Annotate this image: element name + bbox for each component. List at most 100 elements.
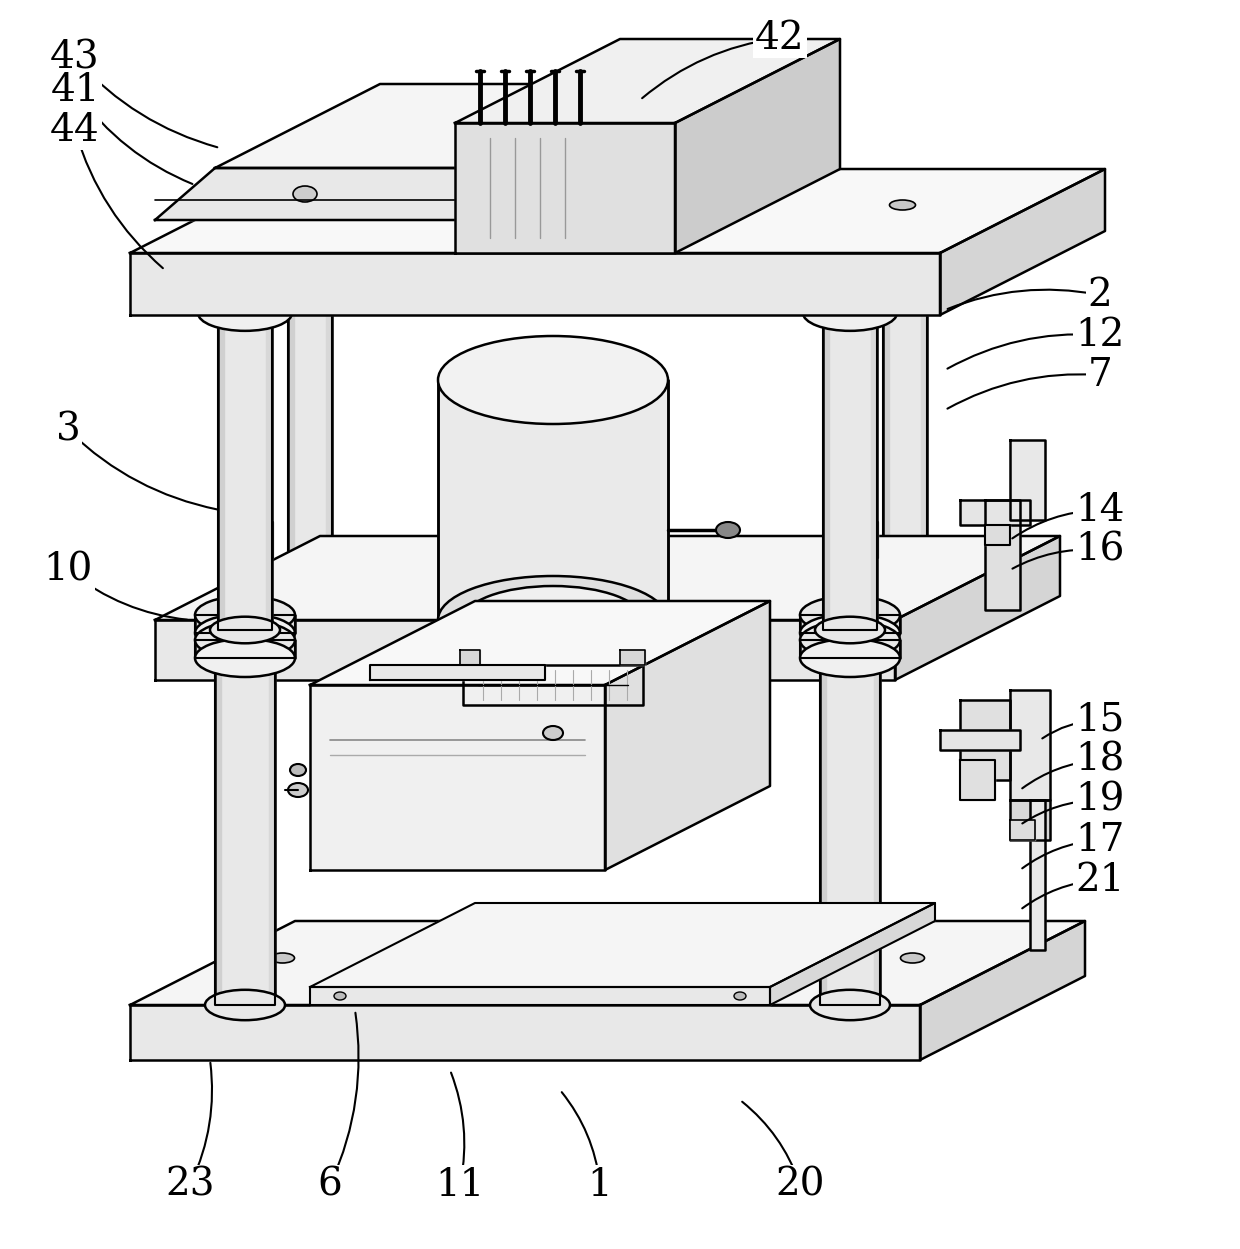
Polygon shape (960, 500, 1030, 525)
Text: 15: 15 (1075, 702, 1125, 738)
Ellipse shape (823, 305, 877, 325)
Text: 2: 2 (1087, 276, 1112, 313)
Text: 23: 23 (165, 1167, 215, 1204)
Ellipse shape (875, 618, 935, 642)
Ellipse shape (280, 229, 340, 251)
Polygon shape (218, 315, 272, 629)
Polygon shape (198, 295, 291, 313)
Polygon shape (463, 620, 644, 664)
Ellipse shape (195, 639, 295, 677)
Polygon shape (866, 600, 945, 618)
Polygon shape (620, 649, 645, 664)
Ellipse shape (815, 302, 885, 328)
Text: 14: 14 (1075, 492, 1125, 528)
Ellipse shape (198, 295, 291, 331)
Ellipse shape (195, 621, 295, 659)
Ellipse shape (215, 603, 275, 627)
Polygon shape (270, 600, 350, 618)
Ellipse shape (205, 989, 285, 1020)
Polygon shape (288, 240, 332, 629)
Polygon shape (310, 601, 770, 684)
Ellipse shape (210, 302, 280, 328)
Ellipse shape (875, 229, 935, 251)
Polygon shape (920, 921, 1085, 1060)
Polygon shape (218, 315, 224, 629)
Polygon shape (883, 240, 889, 629)
Polygon shape (130, 254, 940, 315)
Polygon shape (883, 240, 928, 629)
Polygon shape (985, 500, 1021, 610)
Polygon shape (130, 921, 1085, 1005)
Polygon shape (823, 315, 830, 629)
Text: 41: 41 (51, 71, 99, 109)
Polygon shape (800, 639, 900, 658)
Polygon shape (130, 169, 1105, 254)
Polygon shape (960, 759, 994, 801)
Ellipse shape (804, 277, 897, 312)
Polygon shape (267, 315, 272, 629)
Ellipse shape (883, 231, 928, 249)
Ellipse shape (463, 586, 644, 654)
Ellipse shape (270, 953, 295, 963)
Polygon shape (155, 620, 895, 679)
Text: 12: 12 (1075, 316, 1125, 353)
Text: 44: 44 (50, 111, 100, 149)
Polygon shape (605, 601, 770, 871)
Ellipse shape (218, 305, 272, 325)
Polygon shape (1011, 689, 1050, 801)
Ellipse shape (866, 603, 945, 633)
Polygon shape (195, 615, 295, 633)
Ellipse shape (195, 615, 295, 652)
Ellipse shape (293, 186, 317, 202)
Ellipse shape (195, 596, 295, 634)
Ellipse shape (334, 992, 346, 1000)
Text: 3: 3 (56, 411, 81, 448)
Polygon shape (800, 615, 900, 633)
Polygon shape (770, 903, 935, 1005)
Ellipse shape (198, 277, 291, 312)
Polygon shape (370, 664, 546, 679)
Ellipse shape (210, 617, 280, 643)
Ellipse shape (463, 631, 644, 699)
Text: 11: 11 (435, 1167, 485, 1204)
Polygon shape (940, 169, 1105, 315)
Polygon shape (921, 240, 928, 629)
Text: 17: 17 (1075, 822, 1125, 858)
Ellipse shape (734, 992, 746, 1000)
Text: 6: 6 (317, 1167, 342, 1204)
Text: 7: 7 (1087, 356, 1112, 393)
Polygon shape (288, 240, 294, 629)
Text: 16: 16 (1075, 532, 1125, 568)
Polygon shape (842, 522, 878, 558)
Ellipse shape (800, 596, 900, 634)
Ellipse shape (715, 522, 740, 538)
Polygon shape (455, 39, 839, 122)
Polygon shape (1011, 440, 1045, 520)
Polygon shape (215, 615, 221, 1005)
Polygon shape (269, 615, 275, 1005)
Ellipse shape (290, 764, 306, 776)
Polygon shape (460, 649, 480, 664)
Ellipse shape (900, 953, 925, 963)
Polygon shape (804, 295, 897, 313)
Polygon shape (985, 525, 1011, 545)
Polygon shape (130, 1005, 920, 1060)
Polygon shape (960, 699, 1011, 779)
Ellipse shape (270, 603, 350, 633)
Polygon shape (1011, 801, 1050, 841)
Polygon shape (940, 729, 1021, 749)
Ellipse shape (438, 336, 668, 423)
Text: 19: 19 (1075, 782, 1125, 818)
Ellipse shape (820, 603, 880, 627)
Text: 42: 42 (755, 20, 805, 56)
Text: 18: 18 (1075, 742, 1125, 778)
Ellipse shape (800, 621, 900, 659)
Polygon shape (870, 315, 877, 629)
Polygon shape (237, 522, 273, 558)
Ellipse shape (815, 617, 885, 643)
Polygon shape (310, 987, 770, 1005)
Polygon shape (215, 615, 275, 1005)
Ellipse shape (889, 200, 915, 210)
Polygon shape (215, 84, 810, 169)
Ellipse shape (205, 600, 285, 631)
